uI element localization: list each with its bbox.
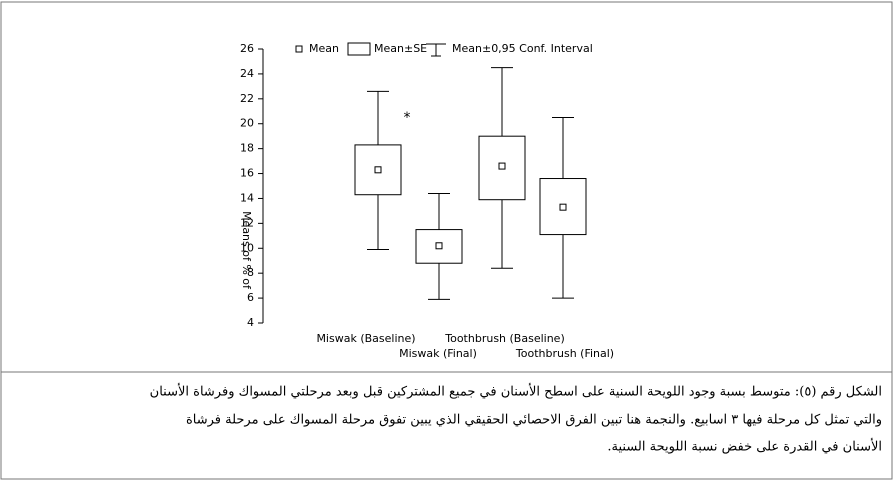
y-tick-label: 20	[240, 117, 254, 130]
y-tick-label: 18	[240, 142, 254, 155]
mean-marker	[374, 166, 382, 174]
y-tick-label: 10	[240, 241, 254, 254]
y-tick-label: 22	[240, 92, 254, 105]
se-box	[539, 178, 587, 236]
legend-icon	[295, 45, 303, 53]
whisker-lower	[367, 194, 389, 251]
x-tick-label: Toothbrush (Baseline)	[444, 332, 565, 345]
y-tick-label: 6	[247, 291, 254, 304]
x-tick-label: Miswak (Baseline)	[316, 332, 415, 345]
x-tick-label: Miswak (Final)	[399, 347, 477, 360]
caption-line: الشكل رقم (٥): متوسط بسبة وجود اللويحة ا…	[150, 383, 882, 400]
legend-label: Mean±0,95 Conf. Interval	[452, 42, 593, 55]
whisker-upper	[428, 192, 450, 230]
y-tick-label: 12	[240, 216, 254, 229]
y-tick-label: 26	[240, 42, 254, 55]
whisker-lower	[491, 199, 513, 269]
se-box	[478, 135, 526, 201]
y-tick-label: 14	[240, 191, 254, 204]
legend-icon	[347, 42, 371, 56]
whisker-upper	[367, 90, 389, 145]
annotation: *	[404, 110, 411, 126]
y-tick-label: 4	[247, 316, 254, 329]
mean-marker	[498, 162, 506, 170]
se-box	[415, 229, 463, 264]
y-tick-label: 24	[240, 67, 254, 80]
legend-label: Mean±SE	[374, 42, 427, 55]
x-tick-label: Toothbrush (Final)	[515, 347, 614, 360]
mean-marker	[559, 203, 567, 211]
legend-icon	[426, 43, 446, 57]
whisker-upper	[491, 67, 513, 137]
se-box	[354, 144, 402, 196]
y-tick-label: 16	[240, 167, 254, 180]
mean-marker	[435, 242, 443, 250]
caption-line: والتي تمثل كل مرحلة فيها ٣ اسابيع. والنج…	[186, 413, 882, 428]
legend-label: Mean	[309, 42, 339, 55]
whisker-lower	[428, 263, 450, 300]
y-axis-label: Means of % of	[240, 211, 253, 290]
caption-line: الأسنان في القدرة على خفض نسبة اللويحة ا…	[607, 438, 882, 455]
whisker-lower	[552, 234, 574, 299]
y-tick-label: 8	[247, 266, 254, 279]
whisker-upper	[552, 117, 574, 179]
